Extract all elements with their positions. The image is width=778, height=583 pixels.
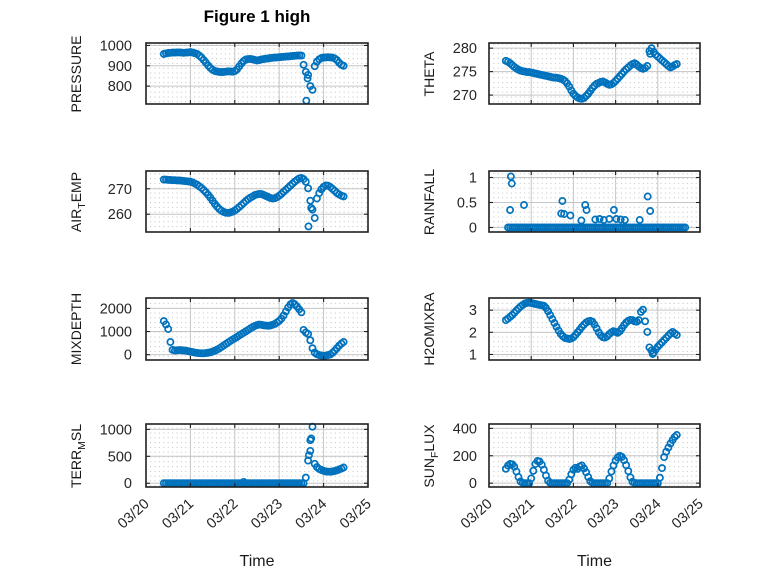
major-grid: [489, 298, 700, 360]
xtick-label: 03/24: [293, 496, 331, 532]
axes-box: [488, 170, 701, 233]
axes-box: [145, 423, 369, 488]
ytick-label: 400: [453, 421, 477, 437]
series-points: [501, 298, 681, 358]
ytick-label: 0.5: [457, 196, 477, 212]
ytick-label: 0: [124, 476, 132, 492]
ytick-label: 2000: [100, 301, 132, 317]
major-grid: [146, 171, 368, 232]
major-grid: [489, 43, 700, 104]
axes-box: [145, 170, 369, 233]
axes-box: [145, 42, 369, 105]
series-points: [501, 44, 681, 103]
ytick-label: 1000: [100, 422, 132, 438]
ytick-label: 1: [469, 171, 477, 187]
ytick-label: 1000: [100, 38, 132, 54]
series-points: [159, 48, 348, 105]
ytick-label: 0: [469, 221, 477, 237]
xtick-label: 03/22: [204, 496, 242, 532]
axes-box: [488, 297, 701, 361]
tick-marks: [145, 298, 369, 360]
ylabel-sun-flux: SUNFLUX: [421, 423, 441, 488]
xtick-label: 03/24: [627, 496, 665, 532]
major-grid: [146, 424, 368, 487]
xtick-label: 03/20: [115, 496, 153, 532]
ytick-label: 900: [108, 59, 132, 75]
xlabel-time-left: Time: [239, 553, 275, 570]
ytick-label: 0: [469, 476, 477, 492]
tick-marks: [145, 43, 369, 104]
ytick-label: 800: [108, 79, 132, 95]
series-points: [159, 298, 348, 360]
ytick-label: 260: [108, 207, 132, 223]
tick-marks: [145, 424, 369, 487]
subplot-mixdepth: 0 1000 2000: [100, 297, 369, 364]
xtick-label: 03/20: [458, 496, 496, 532]
axes-box: [488, 42, 701, 105]
minor-grid: [490, 299, 699, 359]
xtick-label: 03/23: [585, 496, 623, 532]
series-points: [504, 172, 690, 232]
ytick-label: 1000: [100, 325, 132, 341]
subplot-sun-flux: 0 200 400 03/20 03/21 03/22 03/23 03/24 03/25: [453, 421, 707, 532]
subplot-h2omixra: 1 2 3: [469, 297, 701, 364]
xtick-label: 03/21: [500, 496, 538, 532]
xtick-label: 03/22: [542, 496, 580, 532]
subplot-theta: 270 275 280: [453, 41, 701, 105]
subplot-pressure: 800 900 1000: [100, 38, 369, 105]
ytick-label: 0: [124, 348, 132, 364]
ylabel-terr-msl: TERRMSL: [68, 423, 88, 488]
xtick-label: 03/23: [248, 496, 286, 532]
ytick-label: 270: [453, 88, 477, 104]
series-points: [159, 173, 348, 231]
subplot-terr-msl: 0 500 1000 03/20 03/21 03/22 03/23 03/24 03/25: [100, 422, 375, 532]
xlabel-time-right: Time: [577, 553, 612, 570]
tick-marks: [488, 424, 701, 487]
tick-marks: [488, 171, 701, 232]
xtick-label: 03/25: [669, 496, 707, 532]
tick-marks: [488, 298, 701, 360]
ytick-label: 1: [469, 348, 477, 364]
figure-title: Figure 1 high: [203, 7, 311, 26]
major-grid: [146, 43, 368, 104]
ytick-label: 200: [453, 449, 477, 465]
subplot-air-temp: 260 270: [108, 170, 369, 233]
tick-marks: [488, 43, 701, 104]
subplot-rainfall: 00.51: [457, 170, 701, 237]
ytick-label: 270: [108, 182, 132, 198]
ytick-label: 275: [453, 65, 477, 81]
ytick-label: 280: [453, 41, 477, 57]
xtick-label: 03/21: [159, 496, 197, 532]
xtick-label: 03/25: [337, 496, 375, 532]
ytick-label: 500: [108, 449, 132, 465]
minor-grid: [147, 425, 367, 486]
ytick-label: 3: [469, 303, 477, 319]
tick-marks: [145, 171, 369, 232]
axes-box: [145, 297, 369, 361]
ytick-label: 2: [469, 325, 477, 341]
